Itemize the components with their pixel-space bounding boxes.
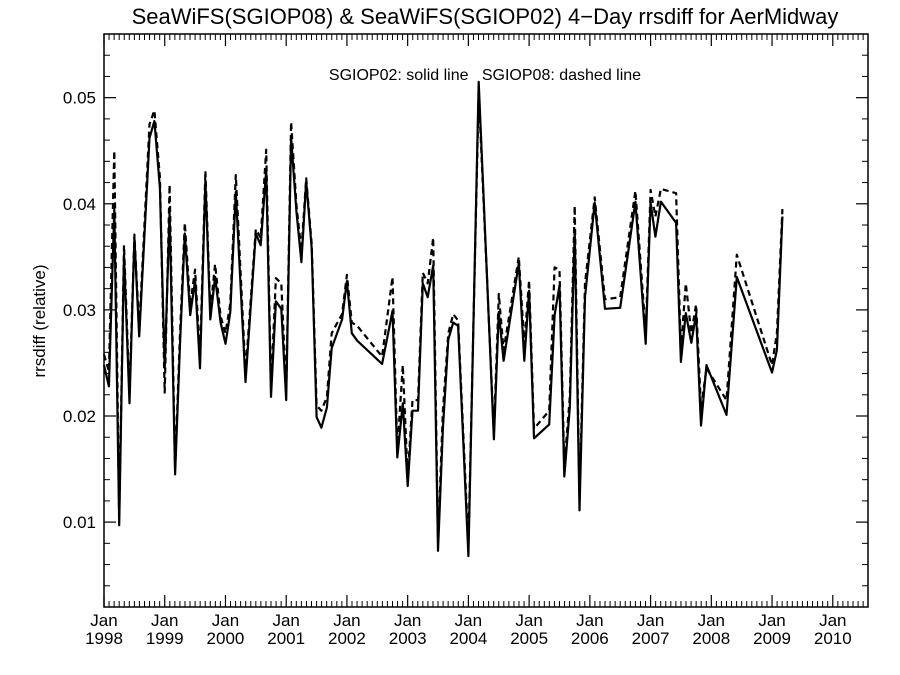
x-tick-year-label: 1998 bbox=[85, 629, 123, 648]
x-tick-year-label: 2005 bbox=[510, 629, 548, 648]
y-tick-label: 0.04 bbox=[63, 195, 96, 214]
x-tick-year-label: 2009 bbox=[753, 629, 791, 648]
chart-title: SeaWiFS(SGIOP08) & SeaWiFS(SGIOP02) 4−Da… bbox=[132, 4, 839, 29]
x-tick-year-label: 2010 bbox=[814, 629, 852, 648]
series-sgiop08-line bbox=[102, 91, 784, 547]
x-tick-month-label: Jan bbox=[698, 611, 725, 630]
x-tick-year-label: 2004 bbox=[449, 629, 487, 648]
x-tick-month-label: Jan bbox=[333, 611, 360, 630]
y-axis-label: rrsdiff (relative) bbox=[30, 264, 49, 377]
y-tick-label: 0.01 bbox=[63, 513, 96, 532]
x-tick-year-label: 1999 bbox=[146, 629, 184, 648]
x-tick-month-label: Jan bbox=[758, 611, 785, 630]
x-tick-month-label: Jan bbox=[455, 611, 482, 630]
plot-frame bbox=[103, 33, 869, 608]
y-tick-label: 0.03 bbox=[63, 301, 96, 320]
y-tick-label: 0.02 bbox=[63, 407, 96, 426]
x-tick-month-label: Jan bbox=[212, 611, 239, 630]
x-tick-year-label: 2001 bbox=[267, 629, 305, 648]
x-tick-year-label: 2000 bbox=[207, 629, 245, 648]
x-tick-year-label: 2007 bbox=[632, 629, 670, 648]
axis-ticks: 0.010.020.030.040.05Jan1998Jan1999Jan200… bbox=[63, 34, 868, 648]
x-tick-year-label: 2008 bbox=[692, 629, 730, 648]
x-tick-year-label: 2006 bbox=[571, 629, 609, 648]
x-tick-month-label: Jan bbox=[637, 611, 664, 630]
x-tick-month-label: Jan bbox=[576, 611, 603, 630]
y-tick-label: 0.05 bbox=[63, 89, 96, 108]
series-annotation: SGIOP02: solid line SGIOP08: dashed line bbox=[329, 67, 641, 84]
x-tick-month-label: Jan bbox=[151, 611, 178, 630]
x-tick-year-label: 2002 bbox=[328, 629, 366, 648]
series-layer bbox=[102, 80, 784, 558]
series-sgiop02-line bbox=[102, 80, 784, 558]
x-tick-month-label: Jan bbox=[272, 611, 299, 630]
x-tick-month-label: Jan bbox=[90, 611, 117, 630]
x-tick-year-label: 2003 bbox=[389, 629, 427, 648]
x-tick-month-label: Jan bbox=[394, 611, 421, 630]
x-tick-month-label: Jan bbox=[819, 611, 846, 630]
x-tick-month-label: Jan bbox=[515, 611, 542, 630]
